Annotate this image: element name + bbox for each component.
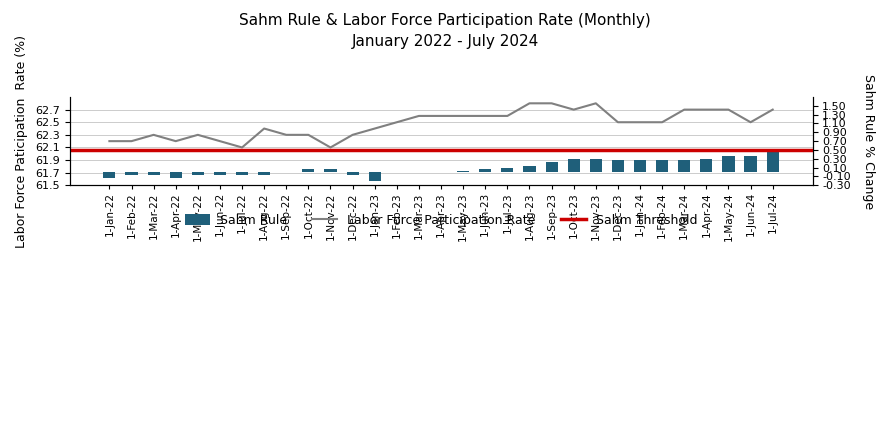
Bar <box>303 169 314 172</box>
Bar <box>148 172 159 175</box>
Bar <box>479 169 491 172</box>
Bar <box>568 159 579 172</box>
Legend: Sahm Rule, Labor Force Participation Rate, Sahm Threshold: Sahm Rule, Labor Force Participation Rat… <box>180 209 702 232</box>
Y-axis label: Labor Force Paticipation  Rate (%): Labor Force Paticipation Rate (%) <box>15 35 28 248</box>
Bar <box>523 166 536 172</box>
Y-axis label: Sahm Rule % Change: Sahm Rule % Change <box>862 74 875 209</box>
Bar <box>214 172 226 175</box>
Bar <box>656 160 668 172</box>
Bar <box>346 172 359 175</box>
Bar <box>191 172 204 175</box>
Bar <box>634 160 646 172</box>
Bar <box>501 167 514 172</box>
Bar <box>590 159 602 172</box>
Bar <box>125 172 138 175</box>
Bar <box>236 172 248 175</box>
Text: Sahm Rule & Labor Force Participation Rate (Monthly)
January 2022 - July 2024: Sahm Rule & Labor Force Participation Ra… <box>239 13 651 49</box>
Bar <box>700 159 712 172</box>
Bar <box>611 160 624 172</box>
Bar <box>723 155 734 172</box>
Bar <box>745 155 756 172</box>
Bar <box>546 162 558 172</box>
Bar <box>325 169 336 172</box>
Bar <box>457 171 469 172</box>
Bar <box>103 172 116 178</box>
Bar <box>170 172 182 178</box>
Bar <box>766 149 779 172</box>
Bar <box>368 172 381 181</box>
Bar <box>258 172 271 175</box>
Bar <box>678 160 691 172</box>
